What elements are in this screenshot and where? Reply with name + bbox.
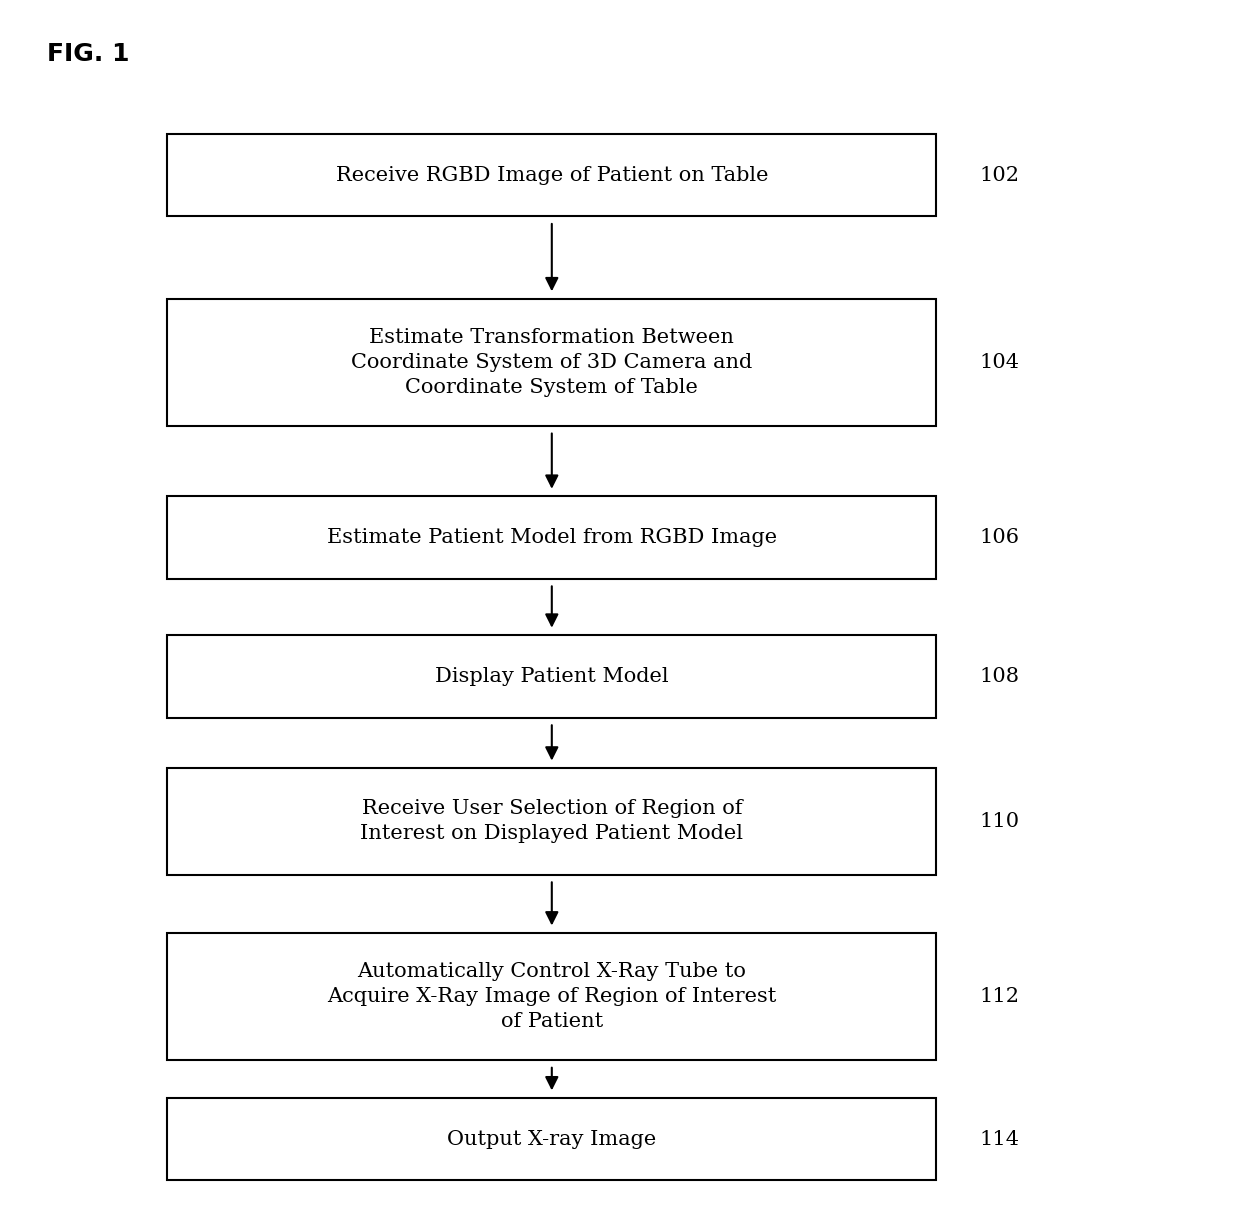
Bar (167, 1098, 936, 1180)
Text: Estimate Patient Model from RGBD Image: Estimate Patient Model from RGBD Image (326, 528, 777, 547)
Text: Automatically Control X-Ray Tube to
Acquire X-Ray Image of Region of Interest
of: Automatically Control X-Ray Tube to Acqu… (327, 962, 776, 1032)
Text: 104: 104 (980, 353, 1019, 372)
Text: Output X-ray Image: Output X-ray Image (448, 1129, 656, 1149)
Text: Receive User Selection of Region of
Interest on Displayed Patient Model: Receive User Selection of Region of Inte… (361, 800, 743, 843)
Text: 110: 110 (980, 812, 1019, 831)
Bar (167, 768, 936, 875)
Text: 114: 114 (980, 1129, 1019, 1149)
Text: FIG. 1: FIG. 1 (47, 42, 130, 66)
Text: 112: 112 (980, 987, 1019, 1006)
Text: Receive RGBD Image of Patient on Table: Receive RGBD Image of Patient on Table (336, 165, 768, 185)
Text: 102: 102 (980, 165, 1019, 185)
Bar (167, 635, 936, 718)
Bar (167, 934, 936, 1061)
Bar (167, 300, 936, 426)
Text: 108: 108 (980, 667, 1019, 686)
Text: Estimate Transformation Between
Coordinate System of 3D Camera and
Coordinate Sy: Estimate Transformation Between Coordina… (351, 327, 753, 397)
Bar (167, 134, 936, 216)
Bar (167, 496, 936, 579)
Text: Display Patient Model: Display Patient Model (435, 667, 668, 686)
Text: 106: 106 (980, 528, 1019, 547)
